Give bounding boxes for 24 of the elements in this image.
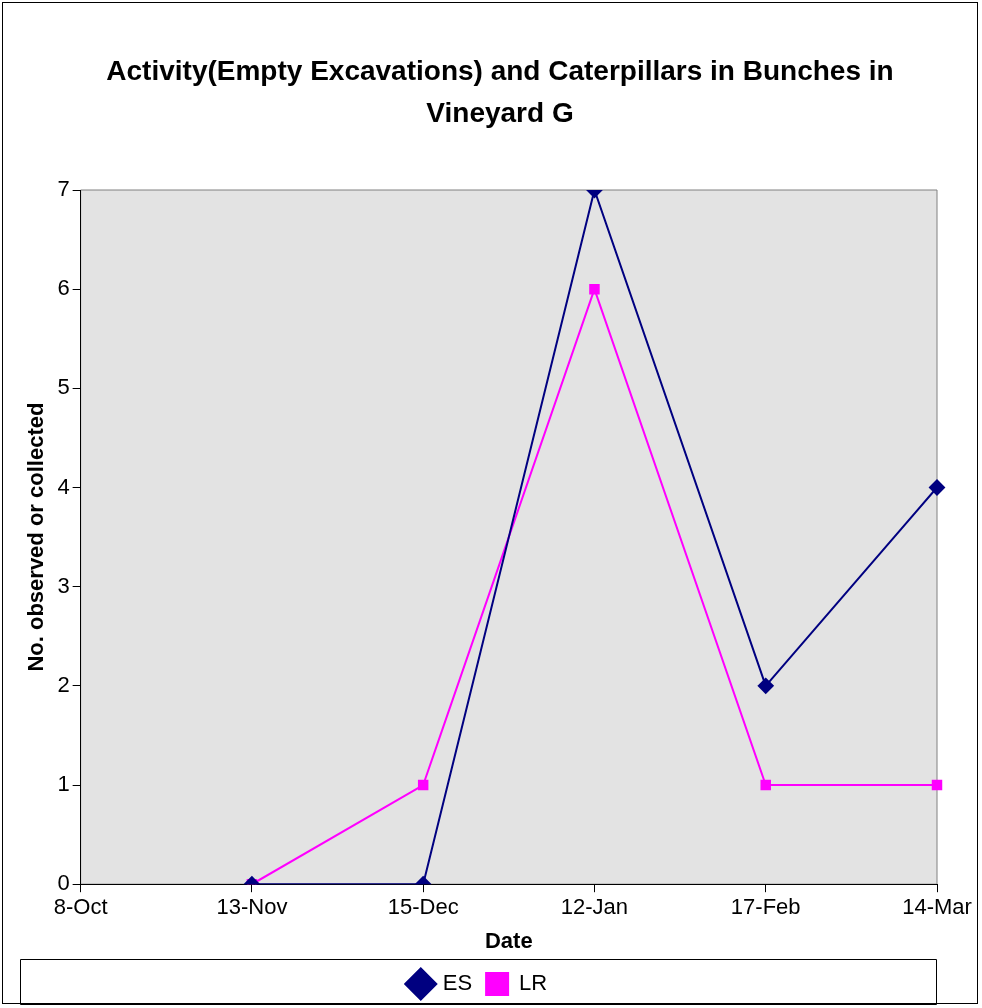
y-tick-label: 3: [57, 572, 70, 598]
legend-label: LR: [519, 970, 548, 996]
point: [417, 779, 429, 791]
point: [929, 479, 945, 496]
point: [760, 779, 771, 791]
y-tick-label: 1: [57, 771, 70, 797]
legend-label: ES: [442, 970, 473, 996]
y-tick-label: 6: [57, 275, 70, 301]
x-tick-label: 8-Oct: [53, 894, 108, 920]
y-tick-label: 5: [57, 374, 70, 400]
x-axis-title: Date: [484, 927, 533, 953]
y-tick-label: 2: [57, 671, 70, 697]
chart-title: Activity(Empty Excavations) and Caterpillars in Bunches in Vineyard G: [105, 54, 895, 130]
y-tick-label: 4: [57, 473, 70, 499]
y-tick-label: 7: [57, 176, 70, 202]
x-tick-label: 13-Nov: [216, 894, 288, 920]
y-tick-label: 0: [57, 870, 70, 896]
x-tick-label: 12-Jan: [560, 894, 629, 920]
x-tick-label: 15-Dec: [387, 894, 459, 920]
point: [931, 779, 943, 791]
point: [757, 677, 774, 694]
y-axis-title: No. observed or collected: [23, 402, 49, 672]
x-tick-label: 17-Feb: [730, 894, 801, 920]
x-tick-label: 14-Mar: [902, 894, 972, 920]
